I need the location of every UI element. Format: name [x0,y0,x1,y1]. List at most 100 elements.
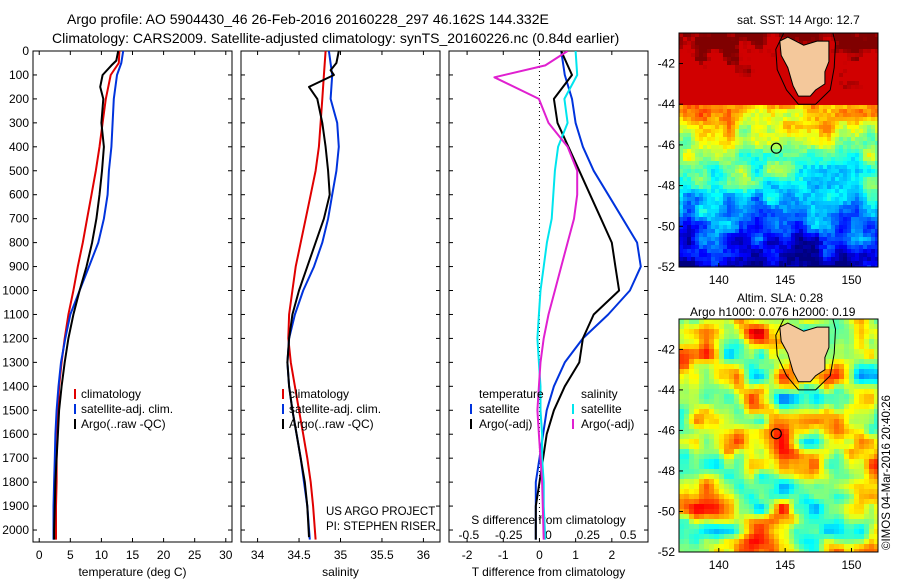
heatmap-cell [863,73,867,77]
heatmap-cell [789,404,794,409]
heatmap-cell [679,389,684,394]
heatmap-cell [687,185,691,189]
heatmap-cell [707,113,711,117]
heatmap-cell [714,444,719,449]
heatmap-cell [767,233,771,237]
heatmap-cell [849,469,854,474]
heatmap-cell [719,519,724,524]
heatmap-cell [839,454,844,459]
heatmap-cell [791,145,795,149]
heatmap-cell [754,484,759,489]
heatmap-cell [731,89,735,93]
heatmap-cell [691,221,695,225]
heatmap-cell [723,113,727,117]
heatmap-cell [711,265,715,267]
heatmap-cell [699,349,704,354]
heatmap-cell [829,479,834,484]
heatmap-cell [759,141,763,145]
heatmap-cell [839,181,843,185]
heatmap-cell [799,165,803,169]
heatmap-cell [789,519,794,524]
heatmap-cell [835,265,839,267]
heatmap-cell [775,153,779,157]
heatmap-cell [779,374,784,379]
heatmap-cell [749,429,754,434]
heatmap-cell [731,229,735,233]
heatmap-cell [839,329,844,334]
heatmap-cell [743,177,747,181]
heatmap-cell [707,117,711,121]
heatmap-cell [767,225,771,229]
heatmap-cell [855,173,859,177]
heatmap-cell [835,37,839,41]
heatmap-cell [683,41,687,45]
heatmap-cell [739,479,744,484]
heatmap-cell [779,85,783,89]
heatmap-cell [743,117,747,121]
series-line-temperature-argo-adj- [534,51,621,540]
heatmap-cell [823,233,827,237]
heatmap-cell [804,454,809,459]
heatmap-cell [843,245,847,249]
heatmap-cell [779,129,783,133]
heatmap-cell [711,37,715,41]
heatmap-cell [871,133,875,137]
heatmap-cell [839,37,843,41]
heatmap-cell [719,439,724,444]
heatmap-cell [724,454,729,459]
heatmap-cell [847,197,851,201]
heatmap-cell [709,479,714,484]
heatmap-cell [769,419,774,424]
heatmap-cell [809,434,814,439]
heatmap-cell [747,173,751,177]
heatmap-cell [843,221,847,225]
heatmap-cell [743,221,747,225]
heatmap-cell [834,529,839,534]
heatmap-cell [774,394,779,399]
heatmap-cell [851,129,855,133]
heatmap-cell [755,57,759,61]
heatmap-cell [811,197,815,201]
heatmap-cell [763,233,767,237]
heatmap-cell [789,424,794,429]
heatmap-cell [703,169,707,173]
heatmap-cell [683,133,687,137]
heatmap-cell [683,77,687,81]
heatmap-cell [731,209,735,213]
heatmap-cell [759,201,763,205]
heatmap-cell [695,129,699,133]
heatmap-cell [771,165,775,169]
heatmap-cell [851,93,855,97]
heatmap-cell [747,149,751,153]
heatmap-cell [779,93,783,97]
heatmap-cell [699,145,703,149]
heatmap-cell [827,229,831,233]
heatmap-cell [814,389,819,394]
heatmap-cell [679,245,683,249]
heatmap-cell [695,261,699,265]
heatmap-cell [695,81,699,85]
heatmap-cell [819,509,824,514]
heatmap-cell [827,145,831,149]
heatmap-cell [719,37,723,41]
heatmap-cell [704,479,709,484]
heatmap-cell [799,105,803,109]
heatmap-cell [727,33,731,37]
heatmap-cell [679,454,684,459]
heatmap-cell [864,484,869,489]
heatmap-cell [791,161,795,165]
heatmap-cell [755,49,759,53]
heatmap-cell [754,444,759,449]
heatmap-cell [724,509,729,514]
heatmap-cell [679,229,683,233]
heatmap-cell [715,169,719,173]
heatmap-cell [764,474,769,479]
heatmap-cell [683,261,687,265]
heatmap-cell [871,261,875,265]
heatmap-cell [724,424,729,429]
heatmap-cell [824,459,829,464]
heatmap-cell [855,229,859,233]
heatmap-cell [679,384,684,389]
heatmap-cell [835,57,839,61]
heatmap-cell [759,399,764,404]
